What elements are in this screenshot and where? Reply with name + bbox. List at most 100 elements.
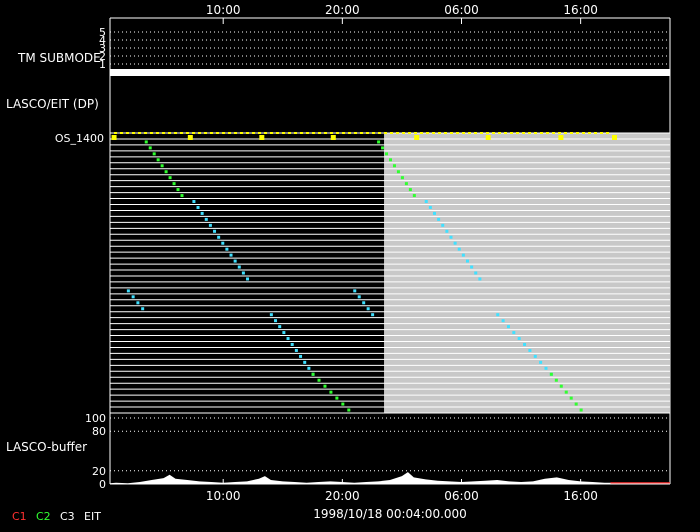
track-point	[392, 164, 396, 168]
track-point	[357, 295, 361, 299]
track-point	[208, 223, 212, 227]
track-point	[412, 194, 416, 198]
bottom-tick-label: 10:00	[206, 489, 241, 503]
track-point	[200, 211, 204, 215]
track-point	[241, 271, 245, 275]
eit-dot	[258, 132, 261, 134]
eit-marker	[259, 135, 265, 140]
track-point	[329, 390, 333, 394]
track-point	[341, 402, 345, 406]
eit-dot	[252, 132, 255, 134]
track-point	[294, 348, 298, 352]
eit-dot	[336, 132, 339, 134]
eit-dot	[342, 132, 345, 134]
eit-dot	[576, 132, 579, 134]
tm-tick-label: 5	[99, 26, 106, 39]
buffer-area-fill	[110, 472, 665, 484]
track-point	[501, 319, 505, 323]
legend-item-c1: C1	[12, 510, 27, 523]
eit-marker	[111, 135, 117, 140]
track-point	[290, 342, 294, 346]
eit-dot	[228, 132, 231, 134]
track-point	[225, 247, 229, 251]
track-point	[323, 384, 327, 388]
eit-dot	[462, 132, 465, 134]
eit-dot	[606, 132, 609, 134]
track-point	[579, 408, 583, 412]
eit-dot	[396, 132, 399, 134]
top-tick-label: 20:00	[325, 3, 360, 17]
track-point	[470, 265, 474, 269]
eit-dot	[168, 132, 171, 134]
top-tick-label: 10:00	[206, 3, 241, 17]
eit-dot	[312, 132, 315, 134]
track-point	[144, 140, 148, 144]
eit-dot	[288, 132, 291, 134]
track-point	[408, 188, 412, 192]
track-point	[574, 402, 578, 406]
track-point	[347, 408, 351, 412]
track-point	[449, 235, 453, 239]
eit-marker	[414, 135, 420, 140]
eit-dot	[402, 132, 405, 134]
bottom-tick-label: 20:00	[325, 489, 360, 503]
track-point	[176, 188, 180, 192]
legend-item-eit: EIT	[84, 510, 101, 523]
track-point	[385, 152, 389, 156]
eit-dot	[438, 132, 441, 134]
track-point	[156, 158, 160, 162]
track-point	[278, 325, 282, 329]
track-point	[221, 241, 225, 245]
eit-dot	[222, 132, 225, 134]
track-point	[168, 176, 172, 180]
track-point	[549, 372, 553, 376]
eit-markers	[111, 132, 617, 140]
track-point	[229, 253, 233, 257]
track-point	[517, 337, 521, 341]
lasco-buffer-label: LASCO-buffer	[6, 440, 87, 454]
eit-dot	[582, 132, 585, 134]
eit-dot	[234, 132, 237, 134]
eit-dot	[570, 132, 573, 134]
eit-dot	[324, 132, 327, 134]
track-point	[335, 396, 339, 400]
eit-dot	[432, 132, 435, 134]
track-point	[461, 253, 465, 257]
buffer-tick-label: 100	[85, 412, 106, 425]
track-point	[465, 259, 469, 263]
buffer-tick-label: 0	[99, 478, 106, 491]
eit-dot	[246, 132, 249, 134]
eit-dot	[294, 132, 297, 134]
track-point	[533, 354, 537, 358]
track-point	[404, 182, 408, 186]
track-point	[396, 170, 400, 174]
eit-dot	[558, 132, 561, 134]
eit-dot	[150, 132, 153, 134]
tm-submode-label: TM SUBMODE	[17, 51, 101, 65]
track-point	[569, 396, 573, 400]
eit-dot	[174, 132, 177, 134]
tm-tick-label: 1	[99, 58, 106, 71]
eit-dot	[192, 132, 195, 134]
eit-dot	[534, 132, 537, 134]
eit-dot	[186, 132, 189, 134]
eit-dot	[564, 132, 567, 134]
legend-item-c3: C3	[60, 510, 75, 523]
track-point	[544, 366, 548, 370]
eit-dot	[426, 132, 429, 134]
eit-marker	[485, 135, 491, 140]
track-point	[453, 241, 457, 245]
eit-dot	[528, 132, 531, 134]
legend: C1 C2 C3 EIT	[12, 510, 101, 523]
eit-dot	[120, 132, 123, 134]
eit-dot	[276, 132, 279, 134]
eit-dot	[546, 132, 549, 134]
track-point	[274, 319, 278, 323]
eit-dot	[444, 132, 447, 134]
track-point	[496, 313, 500, 317]
track-point	[457, 247, 461, 251]
bottom-time-axis: 10:00 20:00 06:00 16:00	[206, 479, 598, 503]
track-point	[213, 229, 217, 233]
eit-dot	[510, 132, 513, 134]
